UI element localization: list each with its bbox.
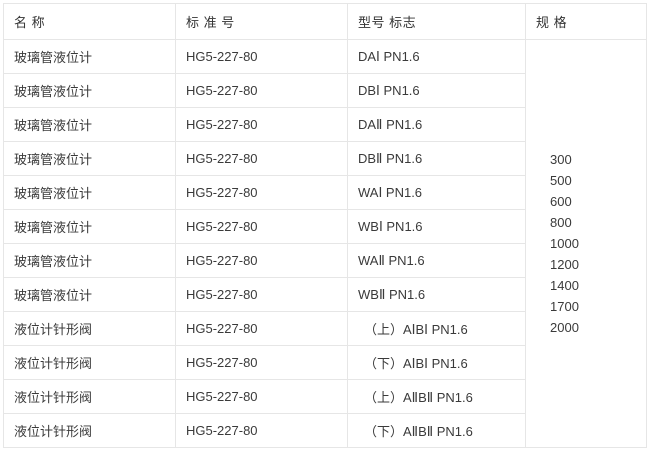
cell-standard-number: HG5-227-80 (175, 175, 348, 210)
cell-model-mark: DBⅡ PN1.6 (347, 141, 526, 176)
cell-standard-number: HG5-227-80 (175, 107, 348, 142)
cell-standard-number: HG5-227-80 (175, 243, 348, 278)
table-row: 玻璃管液位计 HG5-227-80 WAⅠ PN1.6 (3, 175, 647, 210)
cell-name: 玻璃管液位计 (3, 243, 176, 278)
table-row: 玻璃管液位计 HG5-227-80 DAⅠ PN1.6 300 500 600 800 100… (3, 39, 647, 448)
specification-value: 1200 (550, 257, 579, 272)
cell-model-mark: DAⅠ PN1.6 (347, 39, 526, 74)
cell-model-mark: WAⅡ PN1.6 (347, 243, 526, 278)
specification-value: 500 (550, 173, 572, 188)
specification-value: 1700 (550, 299, 579, 314)
cell-standard-number: HG5-227-80 (175, 141, 348, 176)
cell-model-mark: （下）AⅠBⅠ PN1.6 (347, 345, 526, 380)
cell-name: 玻璃管液位计 (3, 141, 176, 176)
cell-model-mark: （下）AⅡBⅡ PN1.6 (347, 413, 526, 448)
table-header: 名 称 标 准 号 型号 标志 规 格 (3, 3, 647, 40)
cell-name: 液位计针形阀 (3, 311, 176, 346)
specification-value-list: 300 500 600 800 1000 1200 1400 1700 2000 (536, 150, 636, 337)
cell-name: 液位计针形阀 (3, 413, 176, 448)
cell-standard-number: HG5-227-80 (175, 73, 348, 108)
cell-standard-number: HG5-227-80 (175, 209, 348, 244)
cell-model-mark: WBⅡ PN1.6 (347, 277, 526, 312)
specification-value: 1400 (550, 278, 579, 293)
table-row: 玻璃管液位计 HG5-227-80 DBⅡ PN1.6 (3, 141, 647, 176)
table-row: 玻璃管液位计 HG5-227-80 DBⅠ PN1.6 (3, 73, 647, 108)
cell-name: 玻璃管液位计 (3, 39, 176, 74)
specification-value: 1000 (550, 236, 579, 251)
table-row: 液位计针形阀 HG5-227-80 （下）AⅠBⅠ PN1.6 (3, 345, 647, 380)
cell-model-mark: （上）AⅡBⅡ PN1.6 (347, 379, 526, 414)
table-row: 玻璃管液位计 HG5-227-80 WBⅡ PN1.6 (3, 277, 647, 312)
cell-standard-number: HG5-227-80 (175, 311, 348, 346)
cell-model-mark: WBⅠ PN1.6 (347, 209, 526, 244)
table-row: 玻璃管液位计 HG5-227-80 WBⅠ PN1.6 (3, 209, 647, 244)
specification-value: 2000 (550, 320, 579, 335)
cell-model-mark: （上）AⅠBⅠ PN1.6 (347, 311, 526, 346)
cell-name: 玻璃管液位计 (3, 175, 176, 210)
cell-name: 液位计针形阀 (3, 379, 176, 414)
cell-name: 玻璃管液位计 (3, 107, 176, 142)
cell-name: 玻璃管液位计 (3, 277, 176, 312)
specification-table-container: 名 称 标 准 号 型号 标志 规 格 玻璃管液位计 HG5-227-80 DAⅠ … (3, 3, 647, 452)
cell-model-mark: WAⅠ PN1.6 (347, 175, 526, 210)
cell-name: 液位计针形阀 (3, 345, 176, 380)
table-row: 液位计针形阀 HG5-227-80 （下）AⅡBⅡ PN1.6 (3, 413, 647, 448)
cell-name: 玻璃管液位计 (3, 209, 176, 244)
cell-standard-number: HG5-227-80 (175, 345, 348, 380)
cell-standard-number: HG5-227-80 (175, 379, 348, 414)
cell-standard-number: HG5-227-80 (175, 413, 348, 448)
table-row: 玻璃管液位计 HG5-227-80 DAⅡ PN1.6 (3, 107, 647, 142)
table-row: 液位计针形阀 HG5-227-80 （上）AⅠBⅠ PN1.6 (3, 311, 647, 346)
cell-model-mark: DAⅡ PN1.6 (347, 107, 526, 142)
specification-value: 800 (550, 215, 572, 230)
column-header-model-mark: 型号 标志 (347, 3, 526, 40)
column-header-standard-number: 标 准 号 (175, 3, 348, 40)
table-body: 玻璃管液位计 HG5-227-80 DAⅠ PN1.6 300 500 600 800 100… (3, 39, 647, 448)
cell-standard-number: HG5-227-80 (175, 39, 348, 74)
table-header-row: 名 称 标 准 号 型号 标志 规 格 (3, 3, 647, 40)
table-row: 玻璃管液位计 HG5-227-80 WAⅡ PN1.6 (3, 243, 647, 278)
cell-model-mark: DBⅠ PN1.6 (347, 73, 526, 108)
cell-name: 玻璃管液位计 (3, 73, 176, 108)
table-row: 液位计针形阀 HG5-227-80 （上）AⅡBⅡ PN1.6 (3, 379, 647, 414)
specification-value: 600 (550, 194, 572, 209)
column-header-name: 名 称 (3, 3, 176, 40)
specification-value: 300 (550, 152, 572, 167)
column-header-specification: 规 格 (525, 3, 647, 40)
cell-standard-number: HG5-227-80 (175, 277, 348, 312)
specification-table: 名 称 标 准 号 型号 标志 规 格 玻璃管液位计 HG5-227-80 DAⅠ … (3, 3, 647, 448)
cell-specification: 300 500 600 800 1000 1200 1400 1700 2000 (525, 39, 647, 448)
